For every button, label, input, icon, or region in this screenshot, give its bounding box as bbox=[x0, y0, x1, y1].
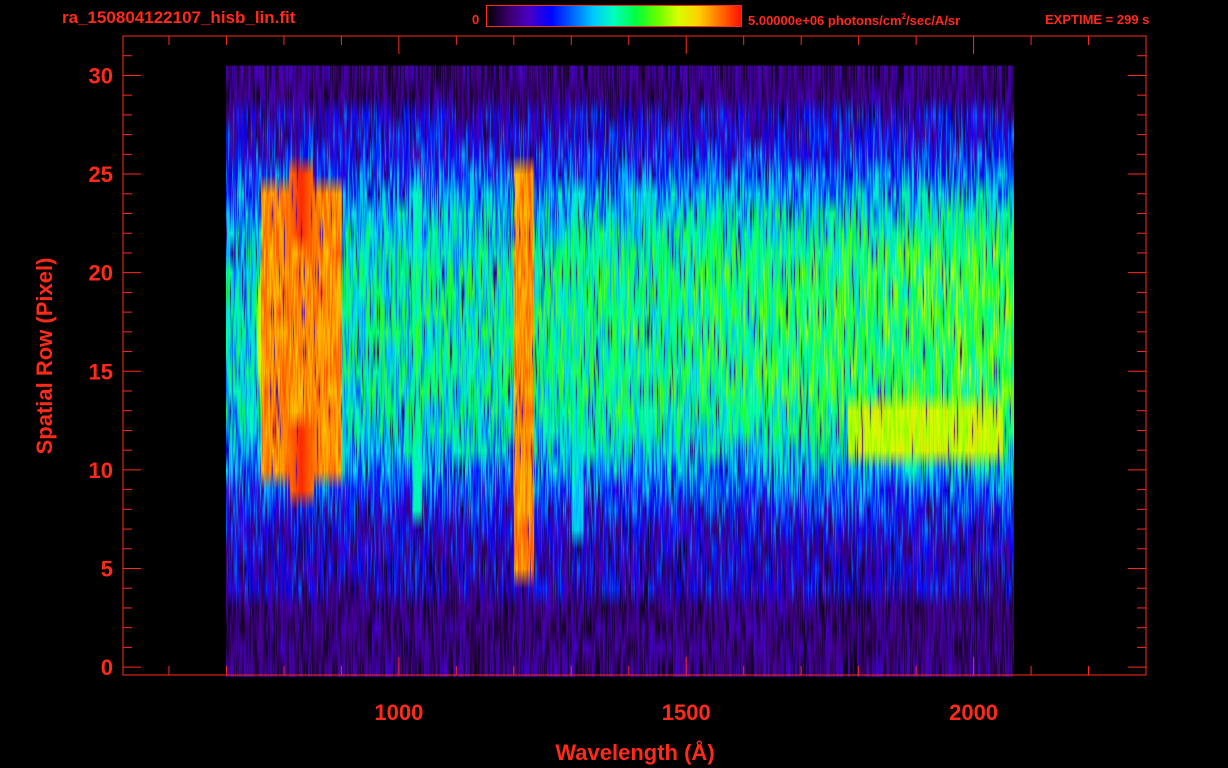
colorbar-unit-rest: /sec/A/sr bbox=[906, 13, 961, 28]
colorbar-unit-superscript: 2 bbox=[901, 12, 907, 21]
y-tick-label: 20 bbox=[89, 261, 113, 286]
spectrum-heatmap bbox=[226, 65, 1014, 677]
y-tick-label: 10 bbox=[89, 458, 113, 483]
y-tick-label: 5 bbox=[101, 557, 113, 582]
plot-frame bbox=[122, 35, 1147, 676]
axis-ticks bbox=[123, 36, 1147, 675]
x-tick-label: 1000 bbox=[374, 700, 423, 725]
colorbar bbox=[486, 5, 742, 27]
x-tick-label: 2000 bbox=[949, 700, 998, 725]
x-tick-label: 1500 bbox=[662, 700, 711, 725]
y-tick-label: 0 bbox=[101, 655, 113, 680]
exposure-time: EXPTIME = 299 s bbox=[1045, 12, 1150, 27]
y-axis-label: Spatial Row (Pixel) bbox=[32, 258, 57, 455]
y-tick-label: 25 bbox=[89, 162, 113, 187]
heatmap-image bbox=[226, 65, 1014, 677]
colorbar-min-label: 0 bbox=[472, 12, 480, 27]
axis-tick-labels: 1000 1500 2000 0 5 10 15 20 25 30 bbox=[89, 63, 999, 725]
y-tick-label: 15 bbox=[89, 359, 113, 384]
file-name: ra_150804122107_hisb_lin.fit bbox=[62, 8, 296, 27]
colorbar-max-value: 5.00000e+06 photons/cm bbox=[748, 13, 902, 28]
colorbar-max-label: 5.00000e+06 photons/cm2/sec/A/sr bbox=[748, 12, 960, 28]
y-tick-label: 30 bbox=[89, 63, 113, 88]
x-axis-label: Wavelength (Å) bbox=[555, 739, 714, 765]
